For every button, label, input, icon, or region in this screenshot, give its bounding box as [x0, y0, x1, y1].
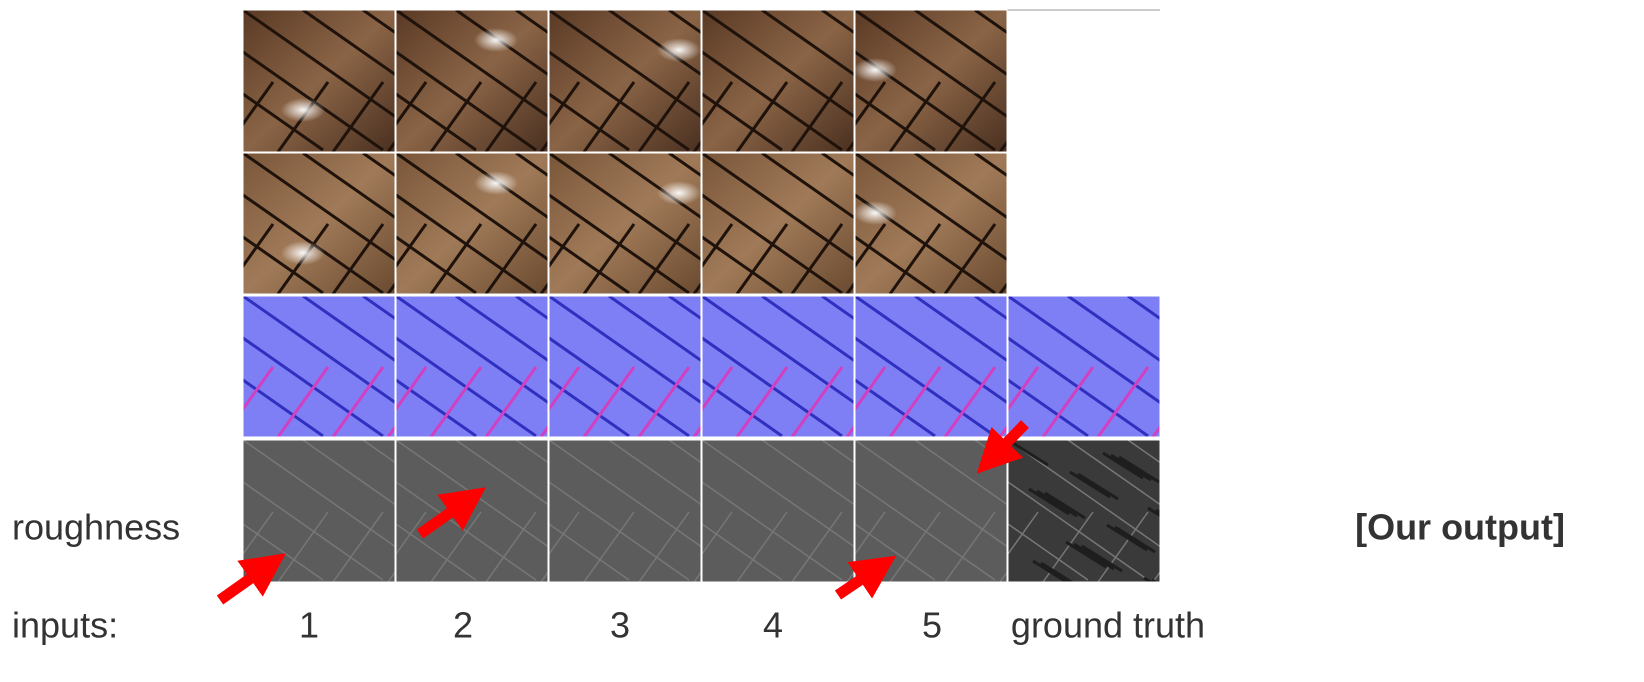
tile-bg	[855, 440, 1007, 582]
highlight	[474, 171, 518, 195]
seam	[1035, 10, 1235, 150]
tile-bg	[549, 10, 701, 152]
highlight	[281, 241, 325, 265]
tile-bg	[243, 296, 395, 437]
tile-bg	[1008, 296, 1160, 437]
highlight	[853, 58, 897, 82]
column-label: 2	[453, 605, 473, 646]
tile-bg	[702, 440, 854, 582]
tile-bg	[396, 296, 548, 437]
output-note: [Our output]	[1355, 507, 1565, 548]
column-label: 3	[610, 605, 630, 646]
tile-bg	[702, 296, 854, 437]
tile-bg	[1008, 440, 1160, 582]
row-label: roughness	[12, 507, 180, 548]
figure: roughness [Our output] inputs: 1 2 3 4 5 grou…	[0, 0, 1644, 682]
highlight	[853, 201, 897, 225]
column-label: ground truth	[1011, 605, 1205, 646]
highlight	[657, 38, 701, 62]
tile-bg	[855, 296, 1007, 437]
tile-bg	[549, 153, 701, 294]
highlight	[474, 28, 518, 52]
seam	[1188, 296, 1388, 436]
highlight	[281, 98, 325, 122]
streak	[1152, 580, 1192, 605]
tile-bg	[549, 296, 701, 437]
tile-bg	[702, 10, 854, 152]
column-label: 5	[922, 605, 942, 646]
tile-bg	[549, 440, 701, 582]
highlight	[657, 181, 701, 205]
tile-bg	[396, 153, 548, 294]
inputs-label: inputs:	[12, 605, 118, 646]
column-label: 1	[299, 605, 319, 646]
tile-bg	[396, 440, 548, 582]
tile-bg	[243, 153, 395, 294]
image-grid	[123, 10, 1388, 605]
tile-bg	[243, 10, 395, 152]
tile-bg	[396, 10, 548, 152]
tile-bg	[702, 153, 854, 294]
tile-bg	[243, 440, 395, 582]
streak	[1156, 510, 1196, 535]
column-label: 4	[763, 605, 783, 646]
seam	[1035, 153, 1235, 293]
